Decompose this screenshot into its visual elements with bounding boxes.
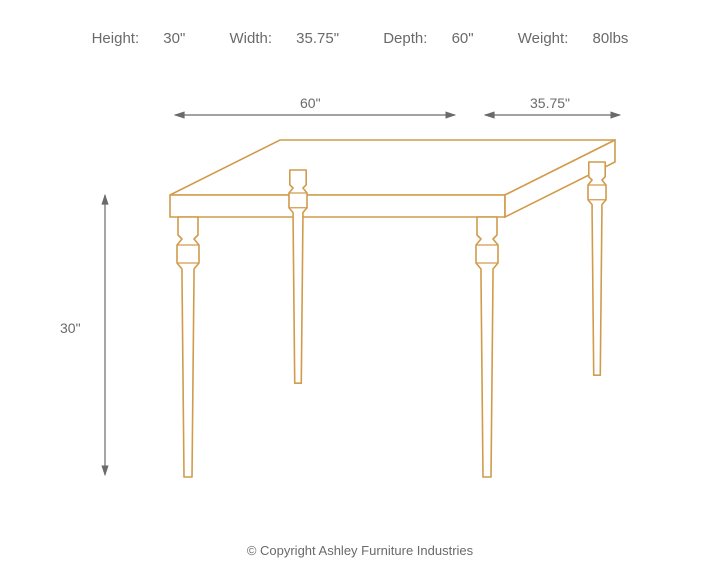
dim-label-height: 30" (60, 320, 81, 336)
dim-label-depth: 35.75" (530, 95, 570, 111)
copyright: © Copyright Ashley Furniture Industries (0, 543, 720, 558)
dim-label-width: 60" (300, 95, 321, 111)
diagram-svg (0, 0, 720, 576)
